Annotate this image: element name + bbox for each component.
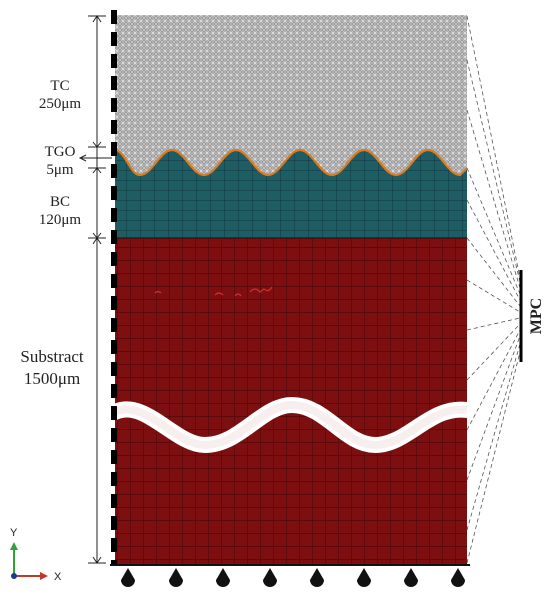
substrate-label: Substract [20, 347, 84, 366]
dimension-lines [78, 15, 112, 564]
bc-thickness: 120μm [39, 212, 82, 228]
bc-label: BC [50, 194, 70, 210]
tgo-thickness: 5μm [46, 162, 74, 178]
x-axis-label: X [54, 571, 62, 583]
tc-thickness: 250μm [39, 96, 82, 112]
y-axis-label: Y [10, 527, 18, 539]
mpc-label: MPC [528, 298, 545, 334]
coordinate-axes [10, 542, 48, 580]
mpc-connections [466, 15, 521, 564]
tc-label: TC [50, 78, 69, 94]
tc-layer [115, 15, 467, 175]
crack-marks [154, 286, 273, 297]
bc-layer [115, 150, 467, 238]
wave-band-core [115, 400, 467, 450]
tgo-layer [115, 148, 467, 177]
substrate-thickness: 1500μm [24, 369, 80, 388]
tgo-label: TGO [45, 144, 76, 160]
pin-supports [121, 568, 465, 587]
